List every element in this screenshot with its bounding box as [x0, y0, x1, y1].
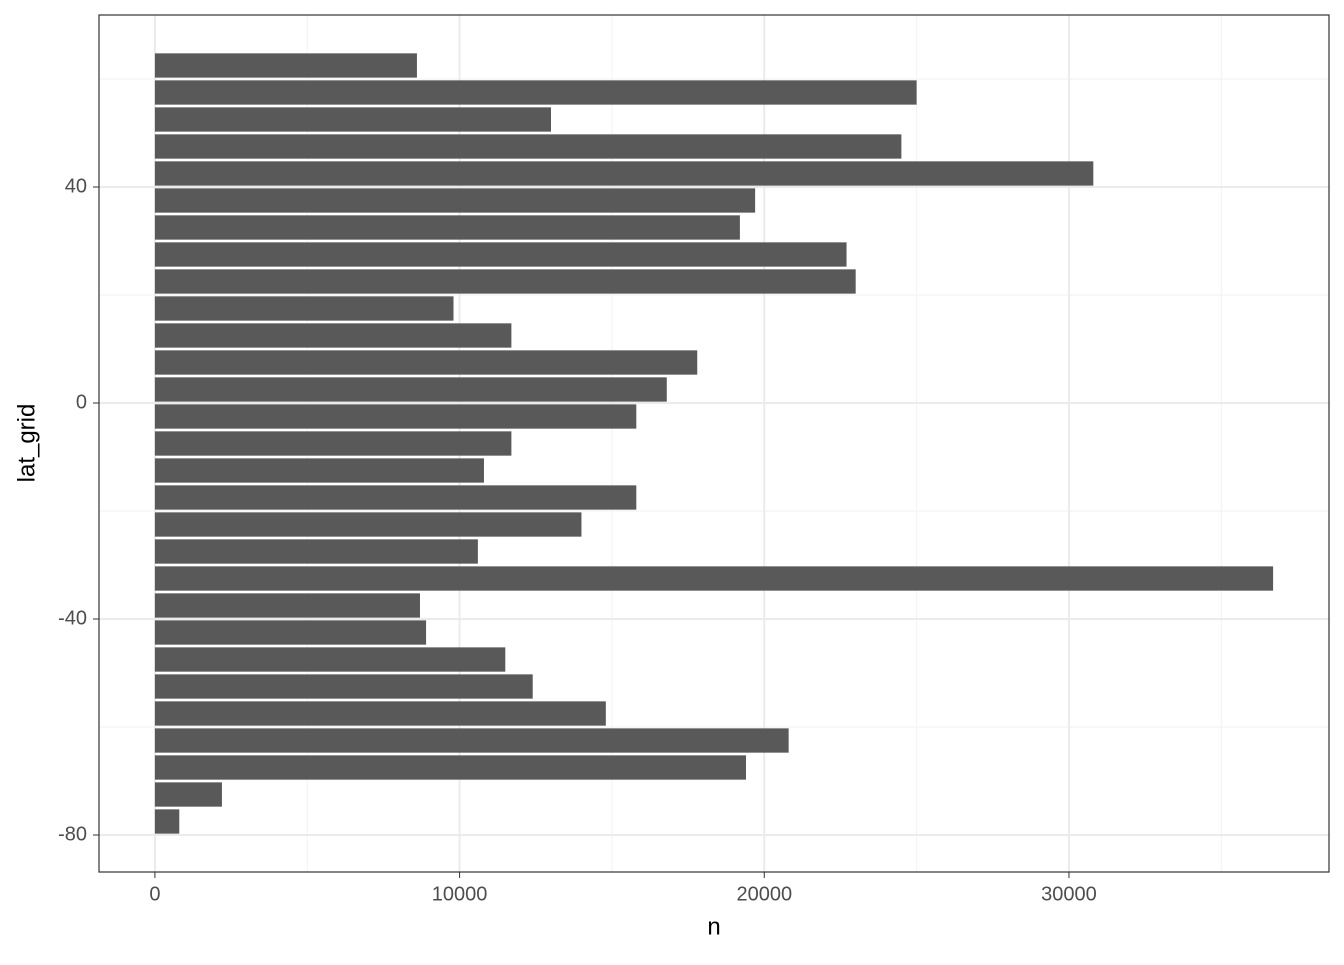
- bar: [154, 674, 533, 699]
- y-tick-label: -80: [58, 823, 87, 845]
- bar: [154, 404, 637, 429]
- bar: [154, 215, 740, 240]
- bar: [154, 107, 551, 132]
- x-tick-label: 10000: [432, 883, 488, 905]
- x-tick-label: 30000: [1041, 883, 1097, 905]
- bar: [154, 539, 478, 564]
- bar: [154, 431, 512, 456]
- bar: [154, 701, 606, 726]
- bar: [154, 53, 417, 78]
- bar: [154, 458, 484, 483]
- bar: [154, 512, 582, 537]
- bar: [154, 755, 746, 780]
- bar: [154, 80, 917, 105]
- bar: [154, 647, 506, 672]
- y-tick-label: -40: [58, 607, 87, 629]
- x-tick-label: 20000: [736, 883, 792, 905]
- bar: [154, 782, 222, 807]
- bar: [154, 377, 667, 402]
- bar: [154, 566, 1274, 591]
- bar: [154, 188, 756, 213]
- y-tick-label: 0: [76, 391, 87, 413]
- bar: [154, 728, 789, 753]
- bar: [154, 350, 698, 375]
- bar: [154, 242, 847, 267]
- y-axis-title: lat_grid: [13, 404, 40, 483]
- bar: [154, 485, 637, 510]
- x-tick-label: 0: [149, 883, 160, 905]
- bar: [154, 593, 420, 618]
- bar: [154, 134, 902, 159]
- bar: [154, 296, 454, 321]
- bar: [154, 161, 1094, 186]
- bar: [154, 269, 856, 294]
- y-tick-label: 40: [65, 175, 87, 197]
- bar: [154, 809, 180, 834]
- x-axis-title: n: [707, 913, 720, 940]
- panel-border: [98, 14, 1330, 873]
- bar: [154, 323, 512, 348]
- bar: [154, 620, 427, 645]
